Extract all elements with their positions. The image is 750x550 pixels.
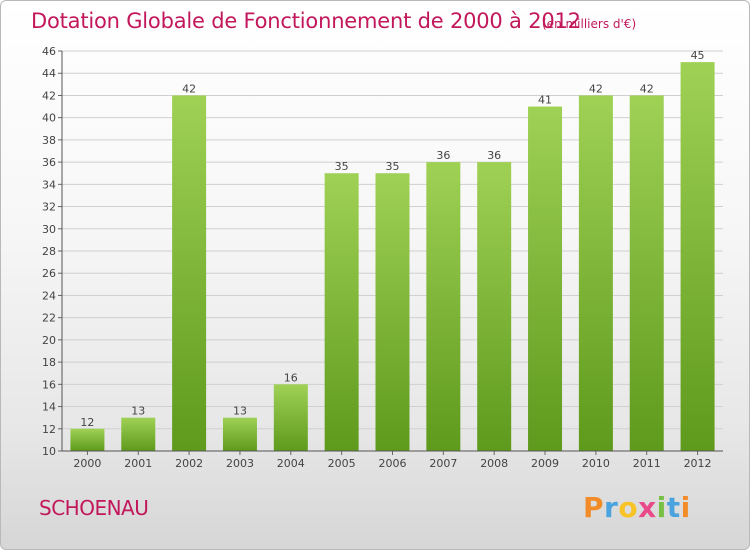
y-tick-label: 34: [42, 178, 56, 191]
value-label-2001: 13: [131, 405, 145, 418]
y-tick-label: 40: [42, 112, 56, 125]
bar-2000: [70, 428, 105, 451]
value-label-2004: 16: [284, 371, 298, 384]
value-label-2000: 12: [80, 416, 94, 429]
x-tick-label-2006: 2006: [379, 457, 407, 470]
x-tick-label-2002: 2002: [175, 457, 203, 470]
bar-2002: [172, 95, 207, 451]
y-tick-label: 18: [42, 356, 56, 369]
x-tick-label-2000: 2000: [73, 457, 101, 470]
value-label-2009: 41: [538, 94, 552, 107]
axes: [58, 50, 723, 455]
y-tick-label: 38: [42, 134, 56, 147]
bar-2011: [629, 95, 664, 451]
y-tick-label: 42: [42, 89, 56, 102]
proxiti-logo: Proxiti: [583, 491, 691, 524]
value-label-2012: 45: [691, 49, 705, 62]
value-label-2002: 42: [182, 82, 196, 95]
bar-2008: [477, 162, 512, 451]
bar-2004: [273, 384, 308, 451]
x-tick-label-2001: 2001: [124, 457, 152, 470]
bar-2003: [222, 417, 257, 451]
y-tick-label: 12: [42, 423, 56, 436]
bar-2009: [528, 106, 563, 452]
value-labels: 12 13 42 13 16 35 35 36 36 41 42 42 45: [80, 49, 704, 429]
y-axis-labels: 10 12 14 16 18 20 22 24 26 28 30 32 34 36 38 40 42 44 46: [42, 45, 56, 458]
x-tick-label-2004: 2004: [277, 457, 305, 470]
x-tick-label-2008: 2008: [480, 457, 508, 470]
value-label-2011: 42: [640, 82, 654, 95]
bar-2010: [578, 95, 613, 451]
x-tick-label-2003: 2003: [226, 457, 254, 470]
value-label-2007: 36: [436, 149, 450, 162]
x-tick-label-2012: 2012: [684, 457, 712, 470]
y-tick-label: 10: [42, 445, 56, 458]
value-label-2003: 13: [233, 405, 247, 418]
y-tick-label: 16: [42, 378, 56, 391]
value-label-2006: 35: [386, 160, 400, 173]
x-tick-label-2010: 2010: [582, 457, 610, 470]
y-tick-label: 28: [42, 245, 56, 258]
commune-name: SCHOENAU: [39, 496, 149, 520]
x-tick-label-2005: 2005: [328, 457, 356, 470]
y-tick-label: 46: [42, 45, 56, 58]
bar-2006: [375, 173, 410, 451]
y-tick-label: 20: [42, 334, 56, 347]
y-tick-label: 24: [42, 289, 56, 302]
value-label-2008: 36: [487, 149, 501, 162]
x-tick-label-2007: 2007: [429, 457, 457, 470]
bar-2007: [426, 162, 461, 451]
y-tick-label: 26: [42, 267, 56, 280]
x-tick-label-2009: 2009: [531, 457, 559, 470]
x-tick-label-2011: 2011: [633, 457, 661, 470]
value-label-2005: 35: [335, 160, 349, 173]
value-label-2010: 42: [589, 82, 603, 95]
y-tick-label: 30: [42, 223, 56, 236]
y-tick-label: 14: [42, 401, 56, 414]
chart-title: Dotation Globale de Fonctionnement de 20…: [31, 9, 581, 33]
bars: [70, 62, 715, 452]
y-tick-label: 36: [42, 156, 56, 169]
chart-unit: (en milliers d'€): [542, 17, 637, 31]
y-tick-label: 44: [42, 67, 56, 80]
bar-2001: [121, 417, 156, 451]
y-tick-label: 32: [42, 201, 56, 214]
bar-2005: [324, 173, 359, 451]
bar-2012: [680, 62, 715, 451]
x-axis-labels: 2000 2001 2002 2003 2004 2005 2006 2007 2008 2009…: [73, 457, 711, 470]
y-tick-label: 22: [42, 312, 56, 325]
